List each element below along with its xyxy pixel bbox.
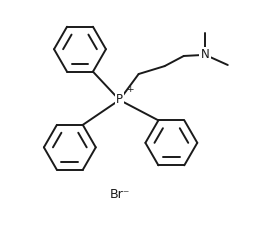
Text: P: P [116,94,123,106]
Text: Br⁻: Br⁻ [109,188,130,201]
Text: +: + [126,85,133,94]
Text: N: N [201,48,210,61]
